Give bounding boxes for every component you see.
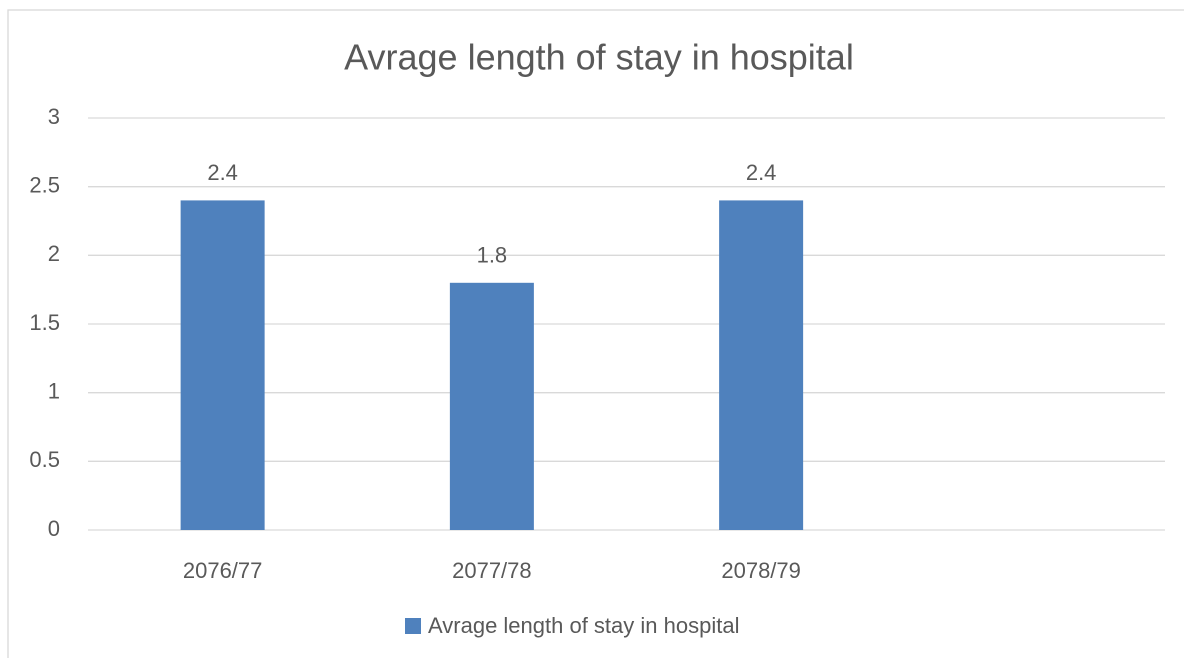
bar <box>719 200 804 530</box>
x-tick-label: 2077/78 <box>452 558 532 583</box>
legend-swatch <box>405 618 421 634</box>
y-tick-label: 1.5 <box>29 310 60 335</box>
y-tick-label: 0 <box>48 516 60 541</box>
bar <box>449 282 534 530</box>
y-tick-label: 1 <box>48 378 60 403</box>
data-label: 2.4 <box>746 160 777 185</box>
y-tick-label: 2 <box>48 241 60 266</box>
legend-label: Avrage length of stay in hospital <box>428 613 739 638</box>
data-label: 2.4 <box>207 160 238 185</box>
chart-title: Avrage length of stay in hospital <box>344 37 854 78</box>
y-tick-label: 0.5 <box>29 447 60 472</box>
x-tick-label: 2078/79 <box>721 558 801 583</box>
bar <box>180 200 265 530</box>
y-tick-label: 3 <box>48 104 60 129</box>
y-tick-label: 2.5 <box>29 172 60 197</box>
x-tick-label: 2076/77 <box>183 558 263 583</box>
data-label: 1.8 <box>477 243 508 268</box>
